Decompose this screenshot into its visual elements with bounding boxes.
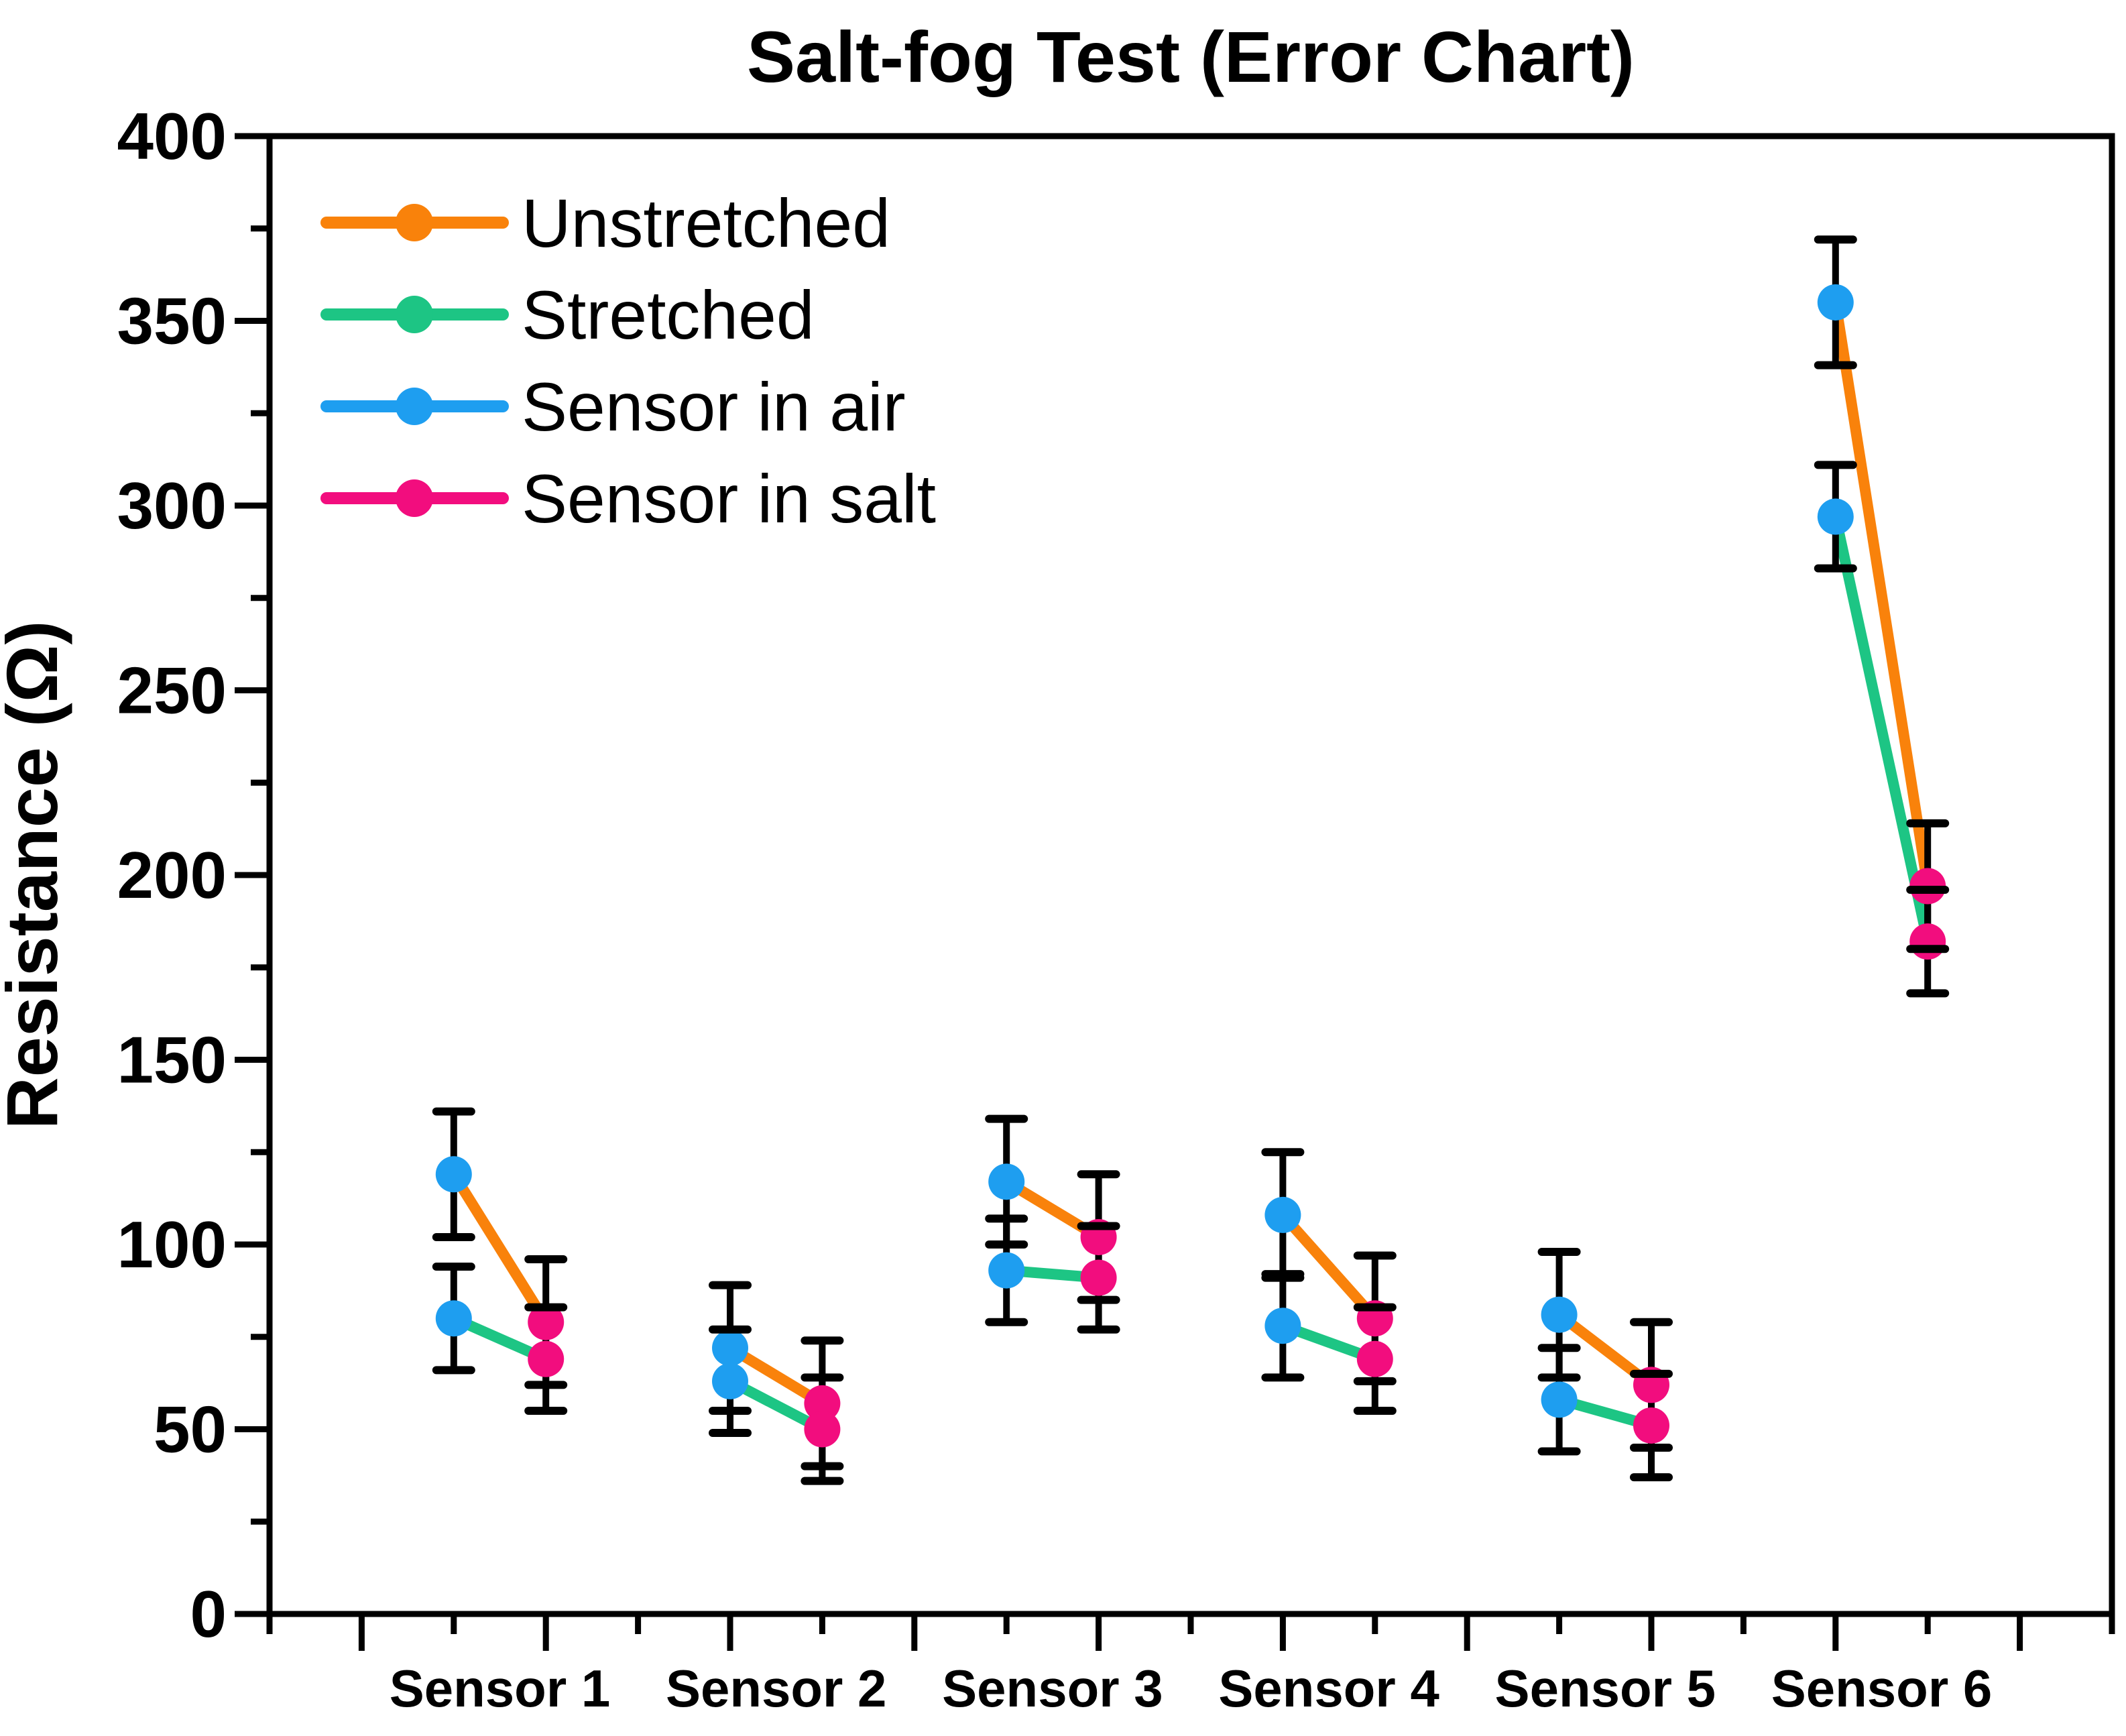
legend-entry-unstretched: Unstretched [320,185,890,262]
legend-label: Sensor in salt [522,461,936,537]
legend-marker-sample [396,388,433,425]
data-point-salt [804,1411,841,1448]
y-axis-ticks [235,133,270,1617]
data-point-air [1817,498,1854,535]
data-point-salt [1909,923,1946,960]
data-point-salt [1633,1407,1669,1444]
series-line-unstretched [1830,296,1934,892]
data-point-air [712,1363,748,1399]
x-category-label: Sensor 5 [1495,1659,1716,1718]
series-line-stretched [1830,511,1934,947]
data-point-salt [804,1385,841,1422]
y-tick-label: 0 [190,1577,227,1651]
x-axis-ticks [266,1614,2115,1651]
data-point-salt [528,1304,565,1340]
data-point-salt [1080,1259,1117,1296]
data-point-air [1264,1308,1301,1344]
data-point-air [712,1330,748,1367]
x-category-label: Sensor 4 [1218,1659,1439,1718]
y-tick-label: 300 [117,469,227,542]
y-tick-label: 150 [117,1023,227,1097]
legend-marker-sample [396,296,433,333]
data-point-air [1541,1296,1578,1333]
error-bar-caps [432,235,1950,1485]
data-point-air [988,1252,1025,1289]
data-point-salt [1356,1340,1393,1377]
x-category-label: Sensor 1 [390,1659,610,1718]
legend-entry-stretched: Stretched [320,277,815,353]
y-axis-label: Resistance (Ω) [0,621,72,1130]
legend-marker-sample [396,479,433,517]
data-point-air [435,1156,472,1193]
y-tick-label: 400 [117,99,227,173]
y-tick-label: 200 [117,838,227,912]
data-point-air [1264,1196,1301,1233]
y-axis-tick-labels: 0 50 100 150 200 250 300 350 400 [117,99,227,1651]
data-point-air [988,1163,1025,1200]
y-tick-label: 250 [117,654,227,728]
x-category-label: Sensor 2 [666,1659,886,1718]
y-tick-label: 350 [117,284,227,358]
data-point-air [1817,284,1854,321]
data-point-air [435,1300,472,1337]
legend: Unstretched Stretched Sensor in air Sensor … [320,185,936,537]
series-line-unstretched [1277,1209,1380,1324]
legend-entry-sensor-in-salt: Sensor in salt [320,461,936,537]
y-tick-label: 100 [117,1208,227,1281]
legend-label: Stretched [522,277,815,353]
legend-label: Unstretched [522,185,890,262]
x-category-label: Sensor 3 [942,1659,1163,1718]
legend-entry-sensor-in-air: Sensor in air [320,369,906,445]
legend-marker-sample [396,204,433,241]
legend-label: Sensor in air [522,369,906,445]
chart-title: Salt-fog Test (Error Chart) [747,16,1635,97]
data-point-salt [528,1340,565,1377]
y-tick-label: 50 [154,1393,227,1466]
x-axis-category-labels: Sensor 1 Sensor 2 Sensor 3 Sensor 4 Sensor 5… [390,1659,1992,1718]
x-category-label: Sensor 6 [1771,1659,1992,1718]
series-line-unstretched [448,1169,552,1328]
data-point-air [1541,1381,1578,1418]
